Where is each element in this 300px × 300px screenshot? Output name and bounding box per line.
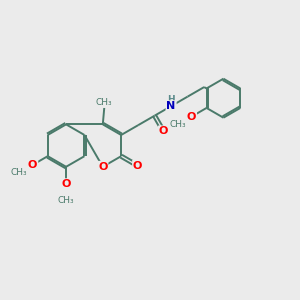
- Text: CH₃: CH₃: [96, 98, 112, 107]
- Text: O: O: [98, 162, 107, 172]
- Text: CH₃: CH₃: [169, 120, 186, 129]
- Text: H: H: [167, 95, 175, 104]
- Text: CH₃: CH₃: [58, 196, 74, 205]
- Text: CH₃: CH₃: [10, 169, 27, 178]
- Text: O: O: [187, 112, 196, 122]
- Text: O: O: [133, 161, 142, 171]
- Text: O: O: [159, 126, 168, 136]
- Text: N: N: [167, 101, 176, 111]
- Text: O: O: [28, 160, 38, 170]
- Text: O: O: [61, 179, 71, 189]
